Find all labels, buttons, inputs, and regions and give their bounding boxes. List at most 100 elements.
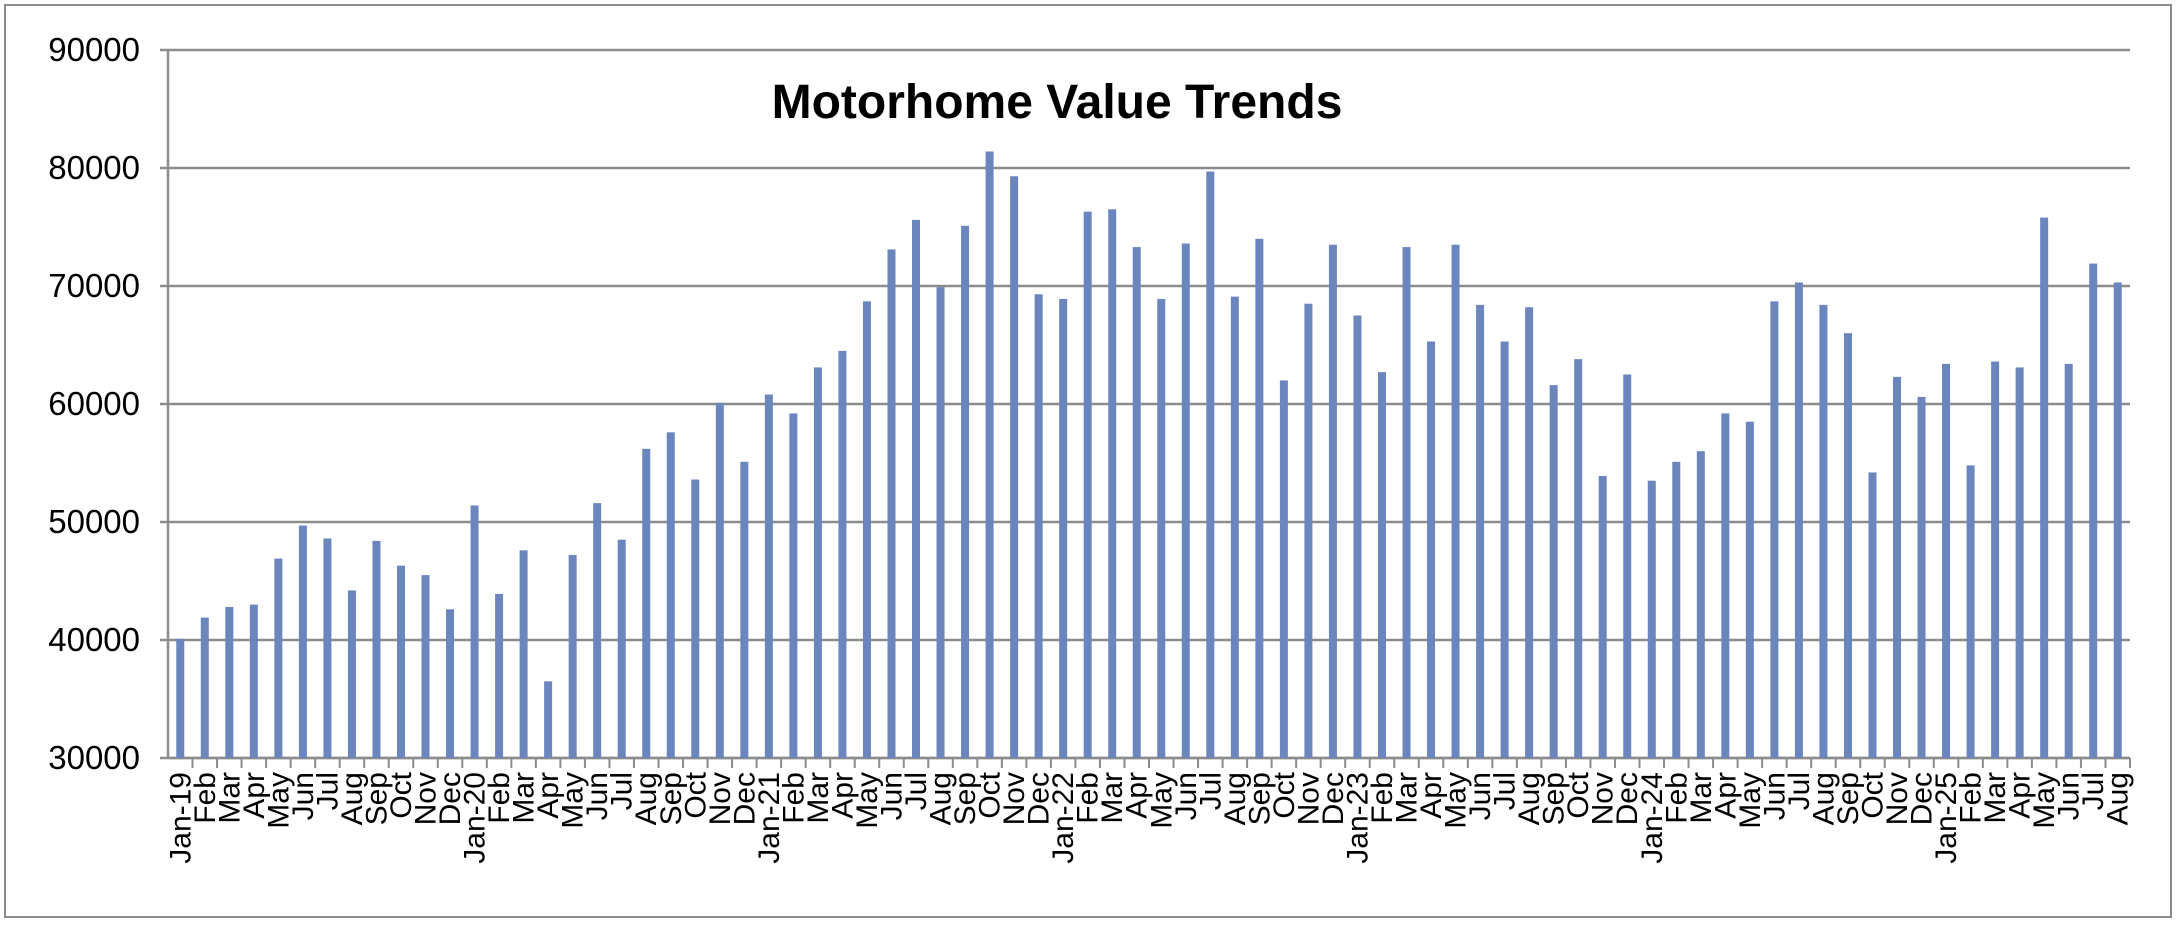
x-tick-label: Dec — [1611, 772, 1644, 825]
bar — [887, 249, 896, 759]
bar — [1770, 301, 1779, 758]
y-tick-label: 50000 — [48, 503, 140, 540]
x-tick-label: Oct — [679, 771, 712, 818]
bar — [1500, 341, 1509, 758]
x-tick-label: Feb — [189, 772, 222, 824]
x-tick-label: Sep — [1243, 772, 1276, 825]
x-tick-label: Apr — [2004, 772, 2037, 819]
bar — [519, 550, 528, 758]
bar — [1451, 244, 1460, 758]
y-tick-label: 80000 — [48, 149, 140, 186]
bar — [1672, 461, 1681, 758]
bar — [2040, 217, 2049, 758]
x-tick-label: Dec — [434, 772, 467, 825]
x-tick-label: Sep — [949, 772, 982, 825]
x-tick-label: Nov — [410, 772, 443, 825]
bar — [1991, 361, 2000, 758]
bar — [1623, 374, 1632, 758]
x-tick-label: Jul — [1194, 772, 1227, 810]
axes — [166, 50, 2131, 768]
bar — [568, 555, 577, 758]
bar — [274, 558, 283, 758]
x-tick-label: Jun — [1464, 772, 1497, 820]
bar — [1206, 171, 1215, 759]
x-tick-label: Jan-25 — [1930, 772, 1963, 864]
x-tick-label: Apr — [1709, 772, 1742, 819]
bar — [298, 525, 307, 758]
bar — [1377, 372, 1386, 758]
x-tick-label: Jan-19 — [164, 772, 197, 864]
x-tick-label: May — [557, 772, 590, 829]
x-tick-label: Aug — [2102, 772, 2135, 825]
x-tick-label: Mar — [213, 772, 246, 824]
bar — [1476, 304, 1485, 758]
bar — [593, 503, 602, 758]
x-tick-label: Jan-24 — [1636, 772, 1669, 864]
x-tick-label: Aug — [1807, 772, 1840, 825]
x-tick-label: Dec — [1317, 772, 1350, 825]
y-axis-ticks: 30000 40000 50000 60000 70000 80000 90000 — [48, 31, 140, 776]
x-tick-label: Oct — [1856, 771, 1889, 818]
x-tick-label: Feb — [1955, 772, 1988, 824]
x-tick-label: Feb — [777, 772, 810, 824]
x-tick-label: May — [1145, 772, 1178, 829]
bar — [372, 540, 381, 758]
y-tick-label: 60000 — [48, 385, 140, 422]
x-tick-label: May — [851, 772, 884, 829]
bar — [1819, 304, 1828, 758]
x-tick-label: Aug — [336, 772, 369, 825]
x-tick-label: May — [1440, 772, 1473, 829]
bar — [813, 367, 822, 758]
bar — [225, 606, 234, 758]
x-tick-label: Jul — [2077, 772, 2110, 810]
bar — [1721, 413, 1730, 758]
gridlines — [160, 48, 2130, 760]
x-tick-label: Mar — [1096, 772, 1129, 824]
bar — [1230, 296, 1239, 758]
bar — [1255, 238, 1264, 759]
y-tick-label: 70000 — [48, 267, 140, 304]
bar — [740, 461, 749, 758]
x-tick-label: Jul — [606, 772, 639, 810]
x-tick-label: Jan-20 — [459, 772, 492, 864]
x-tick-label: Aug — [925, 772, 958, 825]
y-tick-label: 30000 — [48, 739, 140, 776]
x-tick-label: Jan-23 — [1341, 772, 1374, 864]
y-tick-label: 90000 — [48, 31, 140, 68]
bar — [396, 565, 405, 758]
bar — [347, 590, 356, 758]
bar — [446, 609, 455, 758]
x-tick-label: Jan-21 — [753, 772, 786, 864]
x-tick-label: Apr — [532, 772, 565, 819]
bar — [1843, 333, 1852, 758]
x-tick-label: Dec — [1023, 772, 1056, 825]
bar — [2015, 367, 2024, 758]
bar — [789, 413, 798, 758]
x-tick-label: Apr — [238, 772, 271, 819]
bar — [1647, 480, 1656, 758]
bar — [985, 151, 994, 759]
bar — [1966, 465, 1975, 758]
bar — [691, 479, 700, 758]
bar — [200, 617, 209, 758]
x-tick-label: Nov — [1587, 772, 1620, 825]
bar — [1181, 243, 1190, 758]
x-tick-label: Apr — [826, 772, 859, 819]
x-tick-label: Feb — [1366, 772, 1399, 824]
bar — [666, 432, 675, 758]
x-tick-label: Nov — [998, 772, 1031, 825]
x-tick-label: Jul — [311, 772, 344, 810]
bar — [936, 287, 945, 758]
bar — [1328, 244, 1337, 758]
x-tick-label: Jul — [1489, 772, 1522, 810]
x-tick-label: Apr — [1415, 772, 1448, 819]
bars — [176, 151, 2122, 759]
x-tick-label: Jun — [581, 772, 614, 820]
bar — [1157, 298, 1166, 758]
x-tick-label: Sep — [1832, 772, 1865, 825]
x-tick-label: Sep — [655, 772, 688, 825]
x-tick-label: Nov — [1881, 772, 1914, 825]
bar — [1108, 209, 1117, 759]
bar — [715, 402, 724, 758]
